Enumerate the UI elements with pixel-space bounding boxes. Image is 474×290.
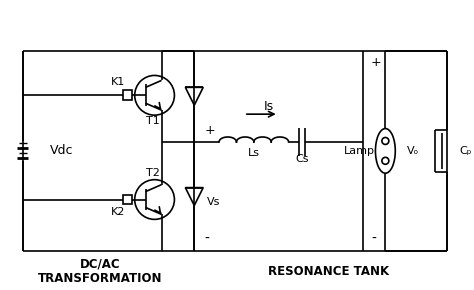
Text: -: - <box>371 232 376 246</box>
Text: Vs: Vs <box>207 197 220 206</box>
Text: DC/AC
TRANSFORMATION: DC/AC TRANSFORMATION <box>38 257 162 285</box>
Text: Cₚ: Cₚ <box>459 146 472 156</box>
Text: -: - <box>204 232 209 246</box>
Bar <box>123 195 132 204</box>
Text: +: + <box>371 56 382 69</box>
Text: T2: T2 <box>146 168 160 178</box>
Bar <box>123 90 132 100</box>
Text: Cs: Cs <box>295 154 309 164</box>
Text: Lamp: Lamp <box>344 146 375 156</box>
Text: RESONANCE TANK: RESONANCE TANK <box>268 264 389 278</box>
Text: Ls: Ls <box>248 148 260 158</box>
Text: Is: Is <box>264 100 274 113</box>
Text: K1: K1 <box>111 77 125 87</box>
Text: T1: T1 <box>146 116 159 126</box>
Text: +: + <box>204 124 215 137</box>
Text: K2: K2 <box>110 207 125 218</box>
Text: Vdc: Vdc <box>50 144 74 157</box>
Text: Vₒ: Vₒ <box>407 146 419 156</box>
